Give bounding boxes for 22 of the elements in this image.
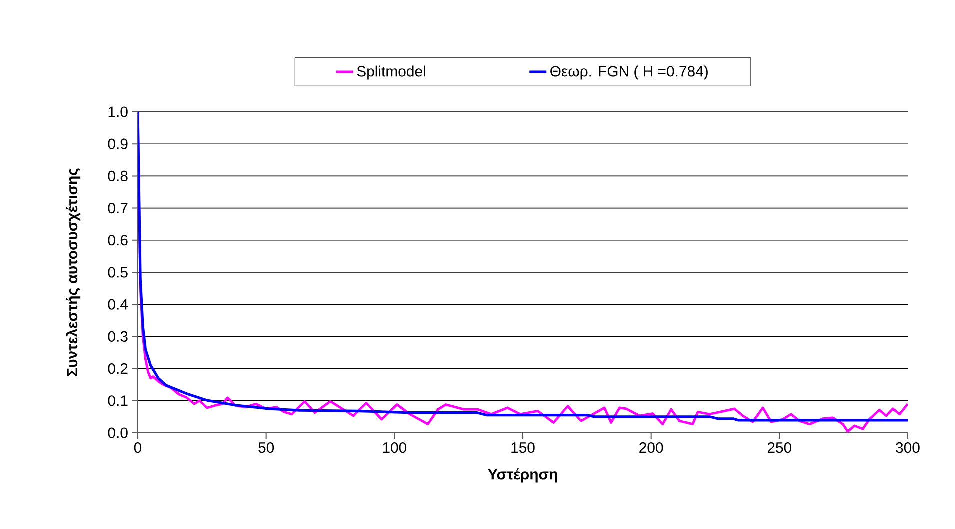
x-axis-title: Υστέρηση bbox=[488, 468, 558, 483]
y-tick-label: 0.0 bbox=[108, 428, 128, 438]
y-axis-title: Συντελεστής αυτοσυσχέτισης bbox=[66, 168, 81, 376]
legend-label: Splitmodel bbox=[357, 66, 426, 80]
y-tick-label: 0.1 bbox=[108, 396, 128, 406]
y-tick-label: 0.5 bbox=[108, 267, 128, 278]
y-tick-label: 0.7 bbox=[108, 203, 128, 214]
x-tick-label: 0 bbox=[134, 442, 142, 454]
legend-label: Θεωρ. FGN ( H =0.784) bbox=[550, 66, 708, 80]
y-tick-label: 0.8 bbox=[108, 170, 128, 182]
x-tick-label: 150 bbox=[512, 442, 535, 454]
y-tick-label: 0.2 bbox=[108, 364, 128, 374]
y-tick-label: 0.4 bbox=[108, 299, 128, 310]
y-tick-label: 1.0 bbox=[108, 106, 128, 118]
y-tick-label: 0.3 bbox=[108, 331, 128, 342]
x-tick-label: 250 bbox=[768, 442, 792, 454]
x-tick-label: 50 bbox=[258, 442, 274, 454]
x-tick-label: 100 bbox=[383, 442, 407, 454]
x-tick-label: 200 bbox=[640, 442, 664, 454]
y-tick-label: 0.6 bbox=[108, 235, 128, 246]
x-tick-label: 300 bbox=[896, 442, 920, 454]
y-tick-label: 0.9 bbox=[108, 138, 128, 150]
